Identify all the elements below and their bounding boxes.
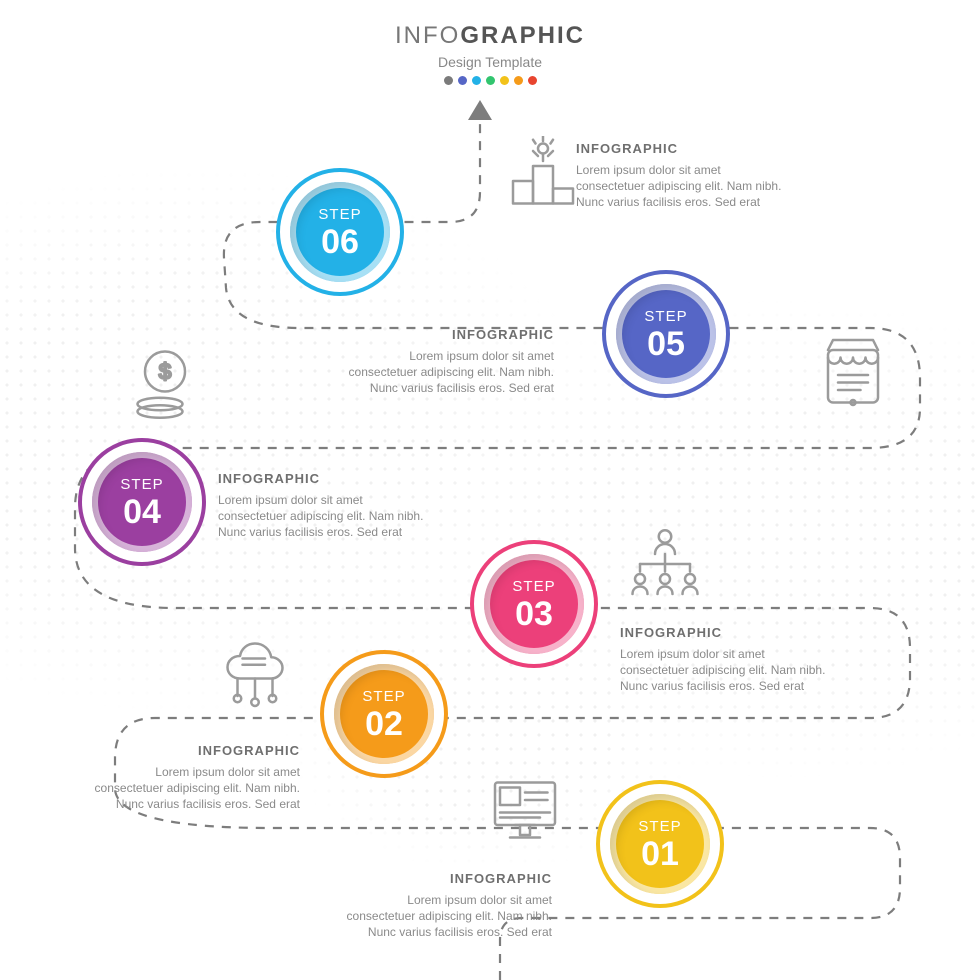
step-circle-01: STEP 01 (596, 780, 724, 908)
step-inner: STEP 01 (610, 794, 710, 894)
step-inner: STEP 06 (290, 182, 390, 282)
step-text-03: INFOGRAPHIC Lorem ipsum dolor sit amet co… (620, 624, 830, 694)
text-body: Lorem ipsum dolor sit amet consectetuer … (344, 348, 554, 397)
step-number: 06 (321, 225, 359, 259)
infographic-stage: INFOGRAPHIC Design Template STEP 01 INFOGR… (0, 0, 980, 980)
palette-dots (444, 76, 537, 85)
arrow-up-icon (468, 100, 492, 120)
step-text-02: INFOGRAPHIC Lorem ipsum dolor sit amet co… (90, 742, 300, 812)
text-heading: INFOGRAPHIC (342, 870, 552, 888)
step-circle-02: STEP 02 (320, 650, 448, 778)
step-label: STEP (644, 308, 687, 325)
cloud-icon (210, 636, 300, 716)
step-circle-06: STEP 06 (276, 168, 404, 296)
palette-dot (472, 76, 481, 85)
step-text-04: INFOGRAPHIC Lorem ipsum dolor sit amet co… (218, 470, 428, 540)
text-heading: INFOGRAPHIC (344, 326, 554, 344)
palette-dot (514, 76, 523, 85)
org-icon (620, 524, 710, 604)
text-body: Lorem ipsum dolor sit amet consectetuer … (620, 646, 830, 695)
text-body: Lorem ipsum dolor sit amet consectetuer … (218, 492, 428, 541)
text-body: Lorem ipsum dolor sit amet consectetuer … (342, 892, 552, 941)
text-body: Lorem ipsum dolor sit amet consectetuer … (90, 764, 300, 813)
step-circle-05: STEP 05 (602, 270, 730, 398)
shop-icon (808, 330, 898, 410)
step-text-05: INFOGRAPHIC Lorem ipsum dolor sit amet co… (344, 326, 554, 396)
header: INFOGRAPHIC Design Template (0, 22, 980, 90)
step-text-01: INFOGRAPHIC Lorem ipsum dolor sit amet co… (342, 870, 552, 940)
money-icon (120, 344, 210, 424)
step-label: STEP (120, 476, 163, 493)
text-heading: INFOGRAPHIC (576, 140, 786, 158)
step-inner: STEP 02 (334, 664, 434, 764)
step-label: STEP (638, 818, 681, 835)
step-inner: STEP 04 (92, 452, 192, 552)
text-heading: INFOGRAPHIC (90, 742, 300, 760)
text-body: Lorem ipsum dolor sit amet consectetuer … (576, 162, 786, 211)
step-number: 04 (123, 495, 161, 529)
step-label: STEP (362, 688, 405, 705)
palette-dot (486, 76, 495, 85)
title-bold: GRAPHIC (460, 22, 585, 49)
title: INFOGRAPHIC (0, 22, 980, 50)
podium-icon (498, 136, 588, 216)
monitor-icon (480, 770, 570, 850)
step-label: STEP (318, 206, 361, 223)
palette-dot (444, 76, 453, 85)
step-label: STEP (512, 578, 555, 595)
subtitle: Design Template (0, 54, 980, 70)
palette-dot (528, 76, 537, 85)
step-inner: STEP 05 (616, 284, 716, 384)
text-heading: INFOGRAPHIC (620, 624, 830, 642)
step-number: 03 (515, 597, 553, 631)
step-inner: STEP 03 (484, 554, 584, 654)
palette-dot (458, 76, 467, 85)
step-number: 05 (647, 327, 685, 361)
palette-dot (500, 76, 509, 85)
text-heading: INFOGRAPHIC (218, 470, 428, 488)
step-number: 01 (641, 837, 679, 871)
step-number: 02 (365, 707, 403, 741)
step-circle-04: STEP 04 (78, 438, 206, 566)
title-light: INFO (395, 22, 460, 49)
step-circle-03: STEP 03 (470, 540, 598, 668)
step-text-06: INFOGRAPHIC Lorem ipsum dolor sit amet co… (576, 140, 786, 210)
